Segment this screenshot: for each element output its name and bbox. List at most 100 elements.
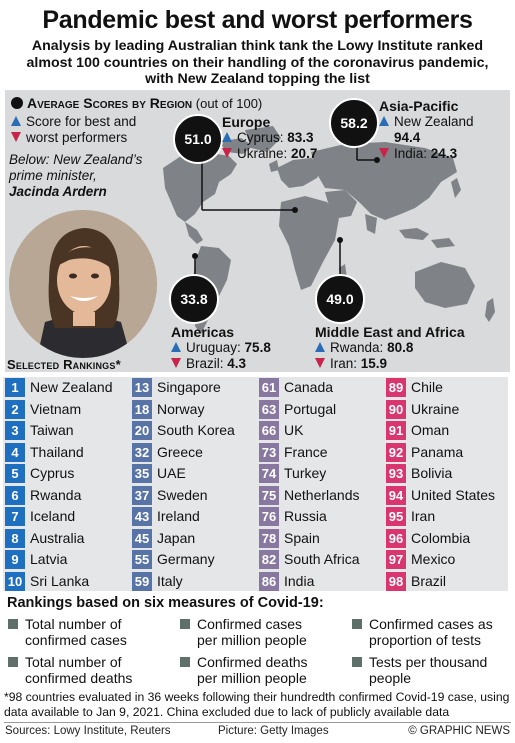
rank-country: Russia	[284, 508, 327, 524]
black-dot-icon	[11, 97, 23, 109]
rank-number: 4	[5, 442, 25, 462]
ranking-row: 78 Spain	[259, 528, 384, 550]
rank-number: 94	[386, 485, 406, 505]
mea-scores: Middle East and Africa Rwanda: 80.8 Iran…	[315, 324, 465, 371]
rank-number: 75	[259, 485, 279, 505]
rank-country: Bolivia	[411, 465, 453, 481]
triangle-down-icon	[315, 358, 325, 368]
ranking-row: 94 United States	[386, 485, 511, 507]
ranking-row: 4 Thailand	[5, 442, 130, 464]
rank-country: Cyprus	[30, 465, 75, 481]
ranking-row: 93 Bolivia	[386, 463, 511, 485]
measures-title: Rankings based on six measures of Covid-…	[7, 595, 324, 611]
rank-number: 7	[5, 507, 25, 526]
rank-country: UAE	[157, 465, 186, 481]
ranking-row: 98 Brazil	[386, 571, 511, 593]
rank-country: Panama	[411, 443, 464, 460]
triangle-down-icon	[379, 148, 389, 158]
ranking-row: 18 Norway	[132, 399, 257, 421]
portrait-illustration	[9, 210, 157, 358]
measure-item: Total number of confirmed cases	[8, 616, 127, 648]
rank-country: Mexico	[411, 551, 456, 567]
measure-item: Confirmed cases as proportion of tests	[352, 616, 493, 648]
rank-country: Turkey	[284, 465, 327, 481]
world-map-panel: Average Scores by Region (out of 100) Sc…	[5, 90, 510, 372]
rank-country: Vietnam	[30, 400, 82, 417]
rank-country: Japan	[157, 529, 196, 546]
rank-country: Ireland	[157, 508, 200, 524]
rank-number: 18	[132, 399, 152, 419]
triangle-down-icon	[11, 132, 21, 142]
rank-number: 86	[259, 571, 279, 591]
ranking-row: 73 France	[259, 442, 384, 464]
rank-country: UK	[284, 422, 304, 438]
rank-number: 98	[386, 571, 406, 591]
measure-item: Total number of confirmed deaths	[8, 654, 132, 686]
ranking-row: 3 Taiwan	[5, 420, 130, 442]
ranking-row: 66 UK	[259, 420, 384, 442]
rank-country: Thailand	[30, 443, 84, 460]
ranking-row: 20 South Korea	[132, 420, 257, 442]
average-scores-legend: Average Scores by Region (out of 100)	[11, 95, 262, 112]
ranking-row: 96 Colombia	[386, 528, 511, 550]
rank-number: 76	[259, 507, 279, 526]
ranking-row: 9 Latvia	[5, 549, 130, 571]
jacinda-ardern-portrait	[9, 210, 157, 358]
ranking-row: 91 Oman	[386, 420, 511, 442]
rank-number: 1	[5, 378, 25, 397]
rank-number: 9	[5, 550, 25, 569]
rank-number: 74	[259, 464, 279, 483]
rank-country: Sri Lanka	[30, 572, 90, 589]
ranking-row: 89 Chile	[386, 377, 511, 399]
rank-number: 20	[132, 421, 152, 440]
ranking-row: 37 Sweden	[132, 485, 257, 507]
rank-number: 82	[259, 550, 279, 569]
rank-number: 92	[386, 442, 406, 462]
rank-country: Canada	[284, 379, 334, 395]
rank-country: Australia	[30, 529, 85, 546]
rank-number: 78	[259, 528, 279, 548]
square-bullet-icon	[8, 657, 18, 667]
rank-country: Latvia	[30, 551, 68, 567]
rank-country: Germany	[157, 551, 215, 567]
ranking-row: 86 India	[259, 571, 384, 593]
rank-number: 91	[386, 421, 406, 440]
ranking-row: 59 Italy	[132, 571, 257, 593]
rank-country: South Korea	[157, 422, 235, 438]
ranking-row: 8 Australia	[5, 528, 130, 550]
page-subtitle: Analysis by leading Australian think tan…	[26, 38, 489, 87]
rank-country: New Zealand	[30, 379, 113, 395]
rank-number: 3	[5, 421, 25, 440]
rank-country: South Africa	[284, 551, 360, 567]
rank-country: Oman	[411, 422, 450, 438]
europe-average-badge: 51.0	[173, 114, 223, 164]
rank-country: United States	[411, 486, 496, 503]
rank-number: 66	[259, 421, 279, 440]
ranking-row: 97 Mexico	[386, 549, 511, 571]
triangle-up-icon	[11, 116, 21, 126]
rank-number: 10	[5, 571, 25, 591]
photo-caption: Below: New Zealand’s prime minister, Jac…	[9, 152, 143, 199]
measure-item: Tests per thousand people	[352, 654, 487, 686]
mea-average-badge: 49.0	[315, 274, 365, 324]
page-title: Pandemic best and worst performers	[42, 6, 473, 34]
ranking-row: 10 Sri Lanka	[5, 571, 130, 593]
rank-number: 8	[5, 528, 25, 548]
rank-country: Iceland	[30, 508, 76, 524]
rank-number: 89	[386, 378, 406, 397]
rank-country: Singapore	[157, 379, 221, 395]
ranking-row: 7 Iceland	[5, 506, 130, 528]
rank-country: Norway	[157, 400, 205, 417]
americas-scores: Americas Uruguay: 75.8 Brazil: 4.3	[171, 324, 271, 371]
rank-country: Taiwan	[30, 422, 74, 438]
rank-country: Portugal	[284, 400, 337, 417]
ranking-row: 90 Ukraine	[386, 399, 511, 421]
rank-country: Italy	[157, 572, 183, 589]
ranking-row: 6 Rwanda	[5, 485, 130, 507]
divider	[4, 722, 511, 723]
ranking-row: 13 Singapore	[132, 377, 257, 399]
score-legend: Score for best and worst performers	[11, 114, 136, 146]
rank-country: France	[284, 443, 328, 460]
triangle-up-icon	[171, 342, 181, 352]
square-bullet-icon	[352, 619, 362, 629]
